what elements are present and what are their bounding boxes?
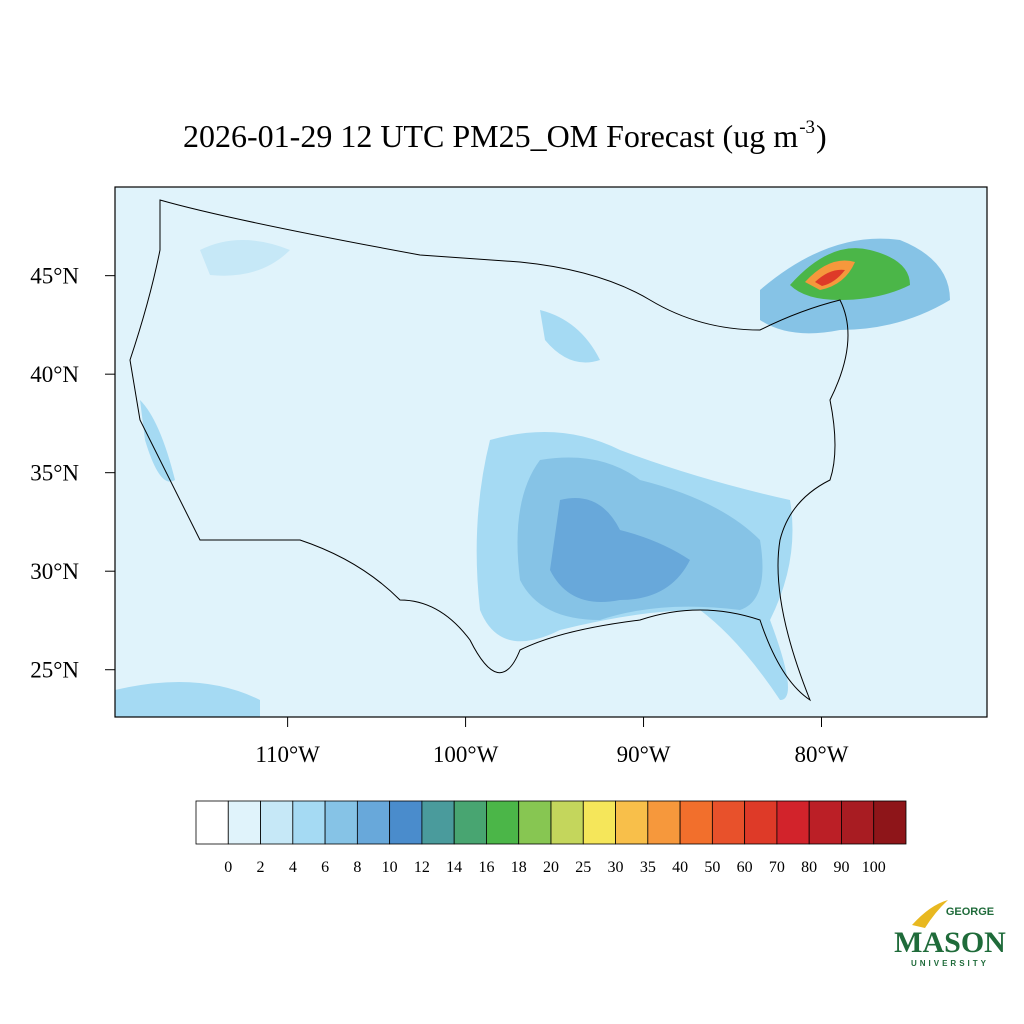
title: 2026-01-29 12 UTC PM25_OM Forecast (ug m <box>183 118 798 154</box>
colorbar-label: 50 <box>704 859 720 876</box>
colorbar-label: 25 <box>575 859 591 876</box>
colorbar-label: 90 <box>833 859 849 876</box>
colorbar-box <box>647 800 681 845</box>
logo-top: GEORGE <box>946 906 994 918</box>
colorbar-box <box>421 800 455 845</box>
lat-tick-label: 30°N <box>30 559 79 584</box>
colorbar-label: 30 <box>608 859 624 876</box>
colorbar-label: 0 <box>224 859 232 876</box>
colorbar-label: 20 <box>543 859 559 876</box>
field-region <box>115 682 260 717</box>
lat-tick-label: 40°N <box>30 362 79 387</box>
colorbar-label: 70 <box>769 859 785 876</box>
map-axes: 25°N 30°N 35°N 40°N 45°N 110°W 100°W 90°W 80°W <box>30 264 849 767</box>
colorbar-box <box>776 800 810 845</box>
lon-tick-label: 100°W <box>433 742 499 767</box>
logo-bottom: UNIVERSITY <box>911 959 989 968</box>
colorbar-box <box>486 800 520 845</box>
colorbar-box <box>292 800 326 845</box>
colorbar-box <box>356 800 391 845</box>
colorbar-box <box>550 800 584 845</box>
colorbar-label: 8 <box>353 859 361 876</box>
field-region <box>815 269 845 286</box>
colorbar-box <box>873 800 907 845</box>
lon-tick-label: 110°W <box>255 742 320 767</box>
colorbar-box <box>260 800 294 845</box>
colorbar-box <box>841 800 875 845</box>
colorbar-label: 60 <box>737 859 753 876</box>
colorbar: 0 2 4 6 8 10 12 14 16 18 20 25 30 35 40 50 60 70 80 90 100 <box>195 800 907 876</box>
logo-swoosh <box>912 900 948 928</box>
colorbar-label: 2 <box>257 859 265 876</box>
lat-tick-label: 45°N <box>30 264 79 289</box>
field-region <box>540 310 600 363</box>
title-end: ) <box>816 118 827 154</box>
colorbar-box <box>453 800 487 845</box>
colorbar-box <box>711 800 746 845</box>
logo: GEORGE MASON UNIVERSITY <box>894 900 1006 968</box>
colorbar-box <box>679 800 713 845</box>
colorbar-label: 14 <box>446 859 462 876</box>
colorbar-label: 35 <box>640 859 656 876</box>
map-frame <box>114 186 988 718</box>
colorbar-box <box>582 800 616 845</box>
field-region <box>140 400 175 482</box>
colorbar-box <box>389 800 423 845</box>
colorbar-box <box>615 800 649 845</box>
lon-tick-label: 80°W <box>795 742 849 767</box>
map-field <box>114 186 988 718</box>
lat-tick-label: 35°N <box>30 461 79 486</box>
colorbar-box <box>227 800 261 845</box>
colorbar-box <box>324 800 358 845</box>
field-region <box>200 240 290 276</box>
colorbar-label: 80 <box>801 859 817 876</box>
colorbar-box <box>808 800 842 845</box>
lon-tick-label: 90°W <box>617 742 671 767</box>
colorbar-label: 4 <box>289 859 297 876</box>
colorbar-label: 12 <box>414 859 430 876</box>
colorbar-label: 40 <box>672 859 688 876</box>
colorbar-box <box>744 800 778 845</box>
colorbar-label: 10 <box>382 859 398 876</box>
lat-tick-label: 25°N <box>30 658 79 683</box>
colorbar-box <box>195 800 229 845</box>
title-superscript: -3 <box>799 117 815 138</box>
colorbar-label: 100 <box>862 859 886 876</box>
colorbar-label: 18 <box>511 859 527 876</box>
colorbar-label: 6 <box>321 859 329 876</box>
colorbar-box <box>518 800 552 845</box>
colorbar-label: 16 <box>478 859 494 876</box>
logo-main: MASON <box>894 926 1006 959</box>
field-region <box>550 498 690 602</box>
coastline <box>129 199 849 702</box>
